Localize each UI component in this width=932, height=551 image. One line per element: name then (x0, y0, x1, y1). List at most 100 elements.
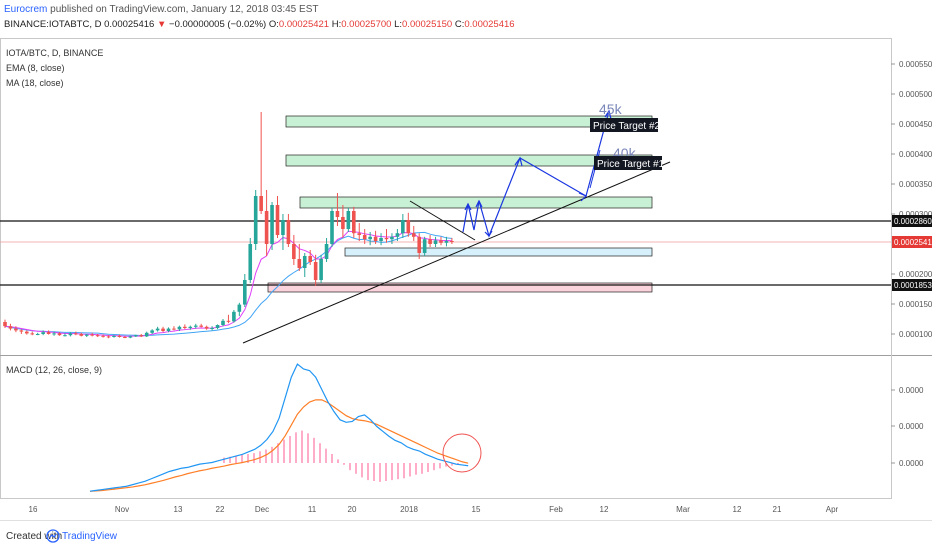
candle-body (379, 238, 383, 241)
candle-body (25, 331, 29, 334)
candle-body (139, 335, 144, 337)
price-marker-box (892, 279, 932, 291)
candle-body (144, 332, 149, 337)
candle-body (302, 256, 307, 268)
candle-body (101, 335, 105, 337)
time-tick-label: 12 (733, 505, 742, 514)
time-tick-label: 20 (348, 505, 357, 514)
candle-body (79, 334, 84, 336)
target-2-box[interactable] (590, 118, 658, 132)
candle-body (406, 220, 411, 234)
candles-group (3, 112, 454, 339)
target-1-box[interactable] (594, 156, 662, 170)
candle-body (210, 328, 214, 329)
time-tick-label: Mar (676, 505, 690, 514)
time-tick-label: 16 (29, 505, 38, 514)
change-value: −0.00000005 (−0.02%) (169, 19, 267, 30)
zone-demand[interactable] (267, 282, 653, 293)
candle-body (41, 332, 45, 334)
candle-body (411, 233, 416, 237)
legend-macd[interactable]: MACD (12, 26, close, 9) (6, 365, 102, 375)
legend-symbol: IOTA/BTC, D, BINANCE (6, 48, 103, 58)
time-tick-label: 21 (773, 505, 782, 514)
candle-body (84, 334, 89, 336)
candle-body (183, 326, 187, 328)
candle-body (401, 220, 405, 234)
time-tick-label: Feb (549, 505, 563, 514)
zone-support[interactable] (344, 247, 653, 257)
descending-trendline[interactable] (409, 200, 476, 241)
close-label: C: (454, 19, 465, 30)
candle-body (362, 235, 367, 240)
macd-axis[interactable]: 0.0000 0.0000 0.0000 (891, 386, 924, 468)
candle-body (52, 333, 56, 335)
macd-histogram (223, 430, 459, 482)
candle-body (439, 240, 443, 243)
footer: Created with TradingView (0, 520, 932, 551)
legend-ma[interactable]: MA (18, close) (6, 78, 64, 88)
time-tick-label: 22 (216, 505, 225, 514)
plot-frame (0, 38, 892, 499)
candle-body (281, 220, 285, 235)
price-tick-label: 0.00050000 (899, 90, 932, 99)
candle-body (264, 211, 269, 244)
chart-canvas[interactable]: 0.00055000 0.00050000 0.00045000 0.00040000… (0, 0, 932, 520)
price-tick-label: 0.00040000 (899, 150, 932, 159)
price-axis[interactable]: 0.00055000 0.00050000 0.00045000 0.00040000… (891, 60, 932, 339)
time-tick-label: 12 (600, 505, 609, 514)
author-link[interactable]: Eurocrem (4, 4, 48, 15)
candle-body (352, 211, 356, 234)
candle-body (428, 239, 432, 244)
time-axis[interactable]: 16 Nov 13 22 Dec 11 20 2018 15 Feb 12 Mar 12 21 Apr (29, 505, 839, 514)
candle-body (112, 335, 116, 337)
macd-cross-circle[interactable] (442, 433, 482, 473)
candle-body (35, 334, 40, 335)
candle-body (259, 196, 263, 211)
candle-body (30, 333, 35, 335)
candle-body (150, 330, 154, 333)
zone-resistance[interactable] (299, 196, 653, 209)
price-tick-label: 0.00020000 (899, 270, 932, 279)
candle-body (221, 320, 225, 325)
candle-body (384, 238, 389, 240)
candle-body (297, 259, 302, 268)
candle-body (155, 328, 160, 331)
candle-body (330, 211, 334, 244)
candle-body (68, 333, 73, 336)
candle-body (117, 335, 122, 337)
price-tick-label: 0.00035000 (899, 180, 932, 189)
price-tick-label: 0.00015000 (899, 300, 932, 309)
low-label: L: (394, 19, 403, 30)
candle-body (243, 280, 247, 305)
symbol-label: BINANCE:IOTABTC, D (4, 19, 102, 30)
candle-body (368, 236, 372, 240)
candle-body (14, 328, 18, 331)
projection-path[interactable] (462, 110, 610, 238)
candle-body (422, 239, 427, 253)
candle-body (188, 326, 193, 328)
price-marker-label: 0.00025416 (894, 238, 932, 247)
label-45k: 45k (599, 101, 623, 117)
candle-body (90, 334, 94, 336)
time-tick-label: 13 (174, 505, 183, 514)
target-2-text: Price Target #2 (593, 121, 661, 132)
signal-line (89, 399, 469, 492)
tradingview-logo-icon[interactable] (46, 529, 60, 543)
candle-body (237, 304, 242, 312)
candle-body (395, 233, 400, 237)
candle-body (253, 196, 258, 244)
ascending-trendline[interactable] (242, 161, 671, 344)
candle-body (177, 326, 182, 330)
candle-body (226, 320, 231, 322)
publish-text: published on TradingView.com, January 12… (50, 4, 319, 15)
tradingview-brand[interactable]: TradingView (62, 531, 118, 542)
legend-ema[interactable]: EMA (8, close) (6, 63, 65, 73)
macd-tick-label: 0.0000 (899, 386, 924, 395)
candle-body (390, 236, 394, 240)
price-tick-label: 0.00045000 (899, 120, 932, 129)
candle-body (341, 217, 345, 229)
candle-body (19, 330, 24, 332)
macd-tick-label: 0.0000 (899, 422, 924, 431)
macd-tick-label: 0.0000 (899, 459, 924, 468)
